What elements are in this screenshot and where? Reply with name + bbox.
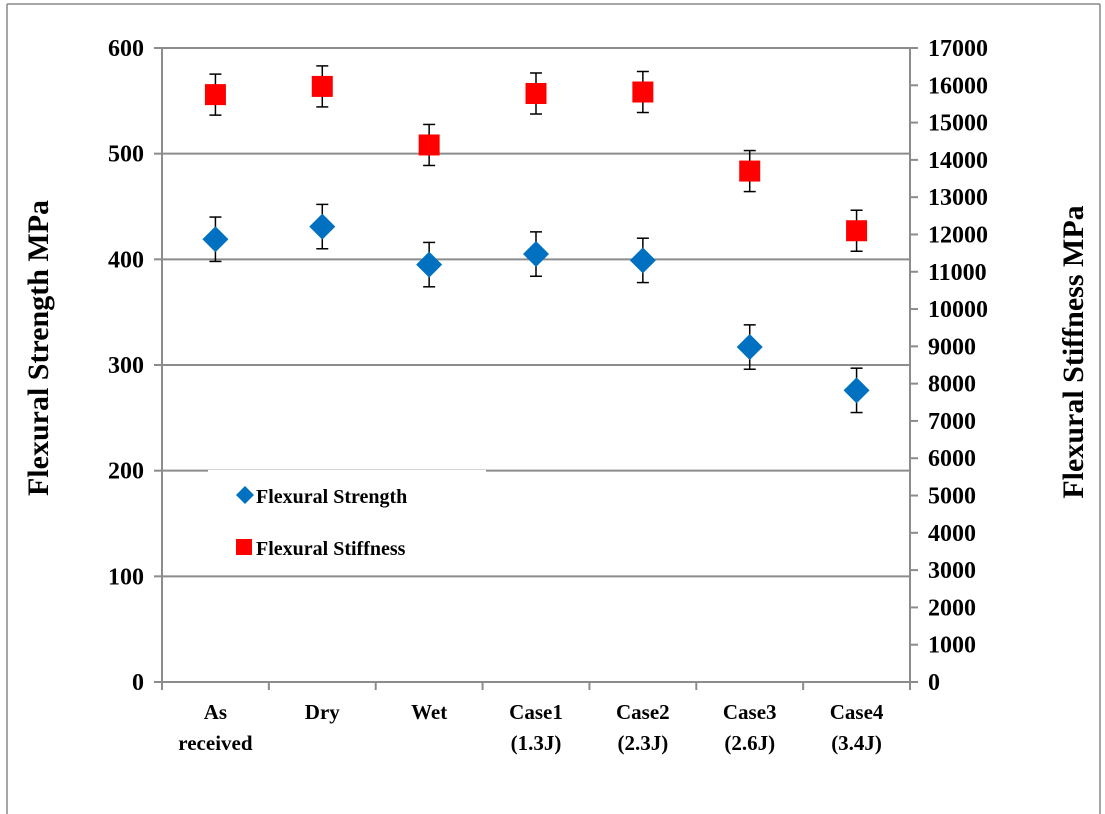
left-tick-labels: 0 100 200 300 400 500 600 xyxy=(108,36,144,696)
category-label-line2: received xyxy=(178,731,253,755)
strength-point xyxy=(736,334,763,361)
stiffness-point xyxy=(632,81,654,103)
strength-point xyxy=(416,251,443,278)
left-tick-label: 500 xyxy=(108,142,144,168)
right-tick-label: 1000 xyxy=(928,633,976,659)
category-label: Case1 xyxy=(509,700,563,724)
data-marks xyxy=(202,65,870,414)
y2-axis-title: Flexural Stiffness MPa xyxy=(1057,205,1090,498)
axes xyxy=(154,47,918,690)
right-tick-label: 8000 xyxy=(928,372,976,398)
strength-point xyxy=(202,226,229,253)
left-tick-label: 400 xyxy=(108,247,144,273)
category-label-line2: (1.3J) xyxy=(511,731,562,755)
legend-strength-label: Flexural Strength xyxy=(256,486,407,508)
left-tick-label: 0 xyxy=(132,670,144,696)
category-label: As xyxy=(204,700,227,724)
stiffness-point xyxy=(739,160,761,182)
right-tick-label: 16000 xyxy=(928,73,988,99)
y-axis-title: Flexural Strength MPa xyxy=(22,200,55,496)
category-label: Case2 xyxy=(616,700,670,724)
stiffness-point xyxy=(311,75,333,97)
right-tick-label: 11000 xyxy=(928,260,987,286)
legend-stiffness-label: Flexural Stiffness xyxy=(256,538,406,560)
stiffness-point xyxy=(525,82,547,104)
legend-diamond-marker xyxy=(236,486,254,504)
category-label-line2: (3.4J) xyxy=(831,731,882,755)
left-tick-label: 100 xyxy=(108,564,144,590)
category-label: Case4 xyxy=(830,700,884,724)
legend-square-marker xyxy=(236,539,252,555)
right-tick-label: 7000 xyxy=(928,409,976,435)
stiffness-point xyxy=(846,220,868,242)
left-tick-label: 600 xyxy=(108,36,144,62)
right-tick-label: 9000 xyxy=(928,334,976,360)
right-tick-labels: 0 1000 2000 3000 4000 5000 6000 7000 8000 9000 100… xyxy=(928,36,988,696)
right-tick-label: 10000 xyxy=(928,297,988,323)
category-labels: As received Dry Wet Case1 (1.3J) Case2 (2.3J) Ca… xyxy=(178,700,884,755)
stiffness-point xyxy=(204,84,226,106)
strength-point xyxy=(309,213,336,240)
category-label-line2: (2.3J) xyxy=(617,731,668,755)
category-label: Case3 xyxy=(723,700,777,724)
strength-point xyxy=(629,247,656,274)
right-tick-label: 5000 xyxy=(928,484,976,510)
right-tick-label: 3000 xyxy=(928,558,976,584)
legend: Flexural Strength Flexural Stiffness xyxy=(208,470,486,575)
right-tick-label: 15000 xyxy=(928,111,988,137)
left-tick-label: 200 xyxy=(108,459,144,485)
category-label-line2: (2.6J) xyxy=(724,731,775,755)
right-tick-label: 14000 xyxy=(928,148,988,174)
left-tick-label: 300 xyxy=(108,353,144,379)
right-tick-label: 6000 xyxy=(928,446,976,472)
category-label: Wet xyxy=(411,700,447,724)
right-tick-label: 13000 xyxy=(928,185,988,211)
strength-point xyxy=(523,241,549,268)
category-label: Dry xyxy=(305,700,340,724)
right-tick-label: 4000 xyxy=(928,521,976,547)
right-tick-label: 2000 xyxy=(928,595,976,621)
legend-box xyxy=(208,470,486,575)
right-tick-label: 0 xyxy=(928,670,940,696)
stiffness-point xyxy=(418,134,440,156)
right-tick-label: 12000 xyxy=(928,222,988,248)
strength-point xyxy=(843,377,870,404)
right-tick-label: 17000 xyxy=(928,36,988,62)
